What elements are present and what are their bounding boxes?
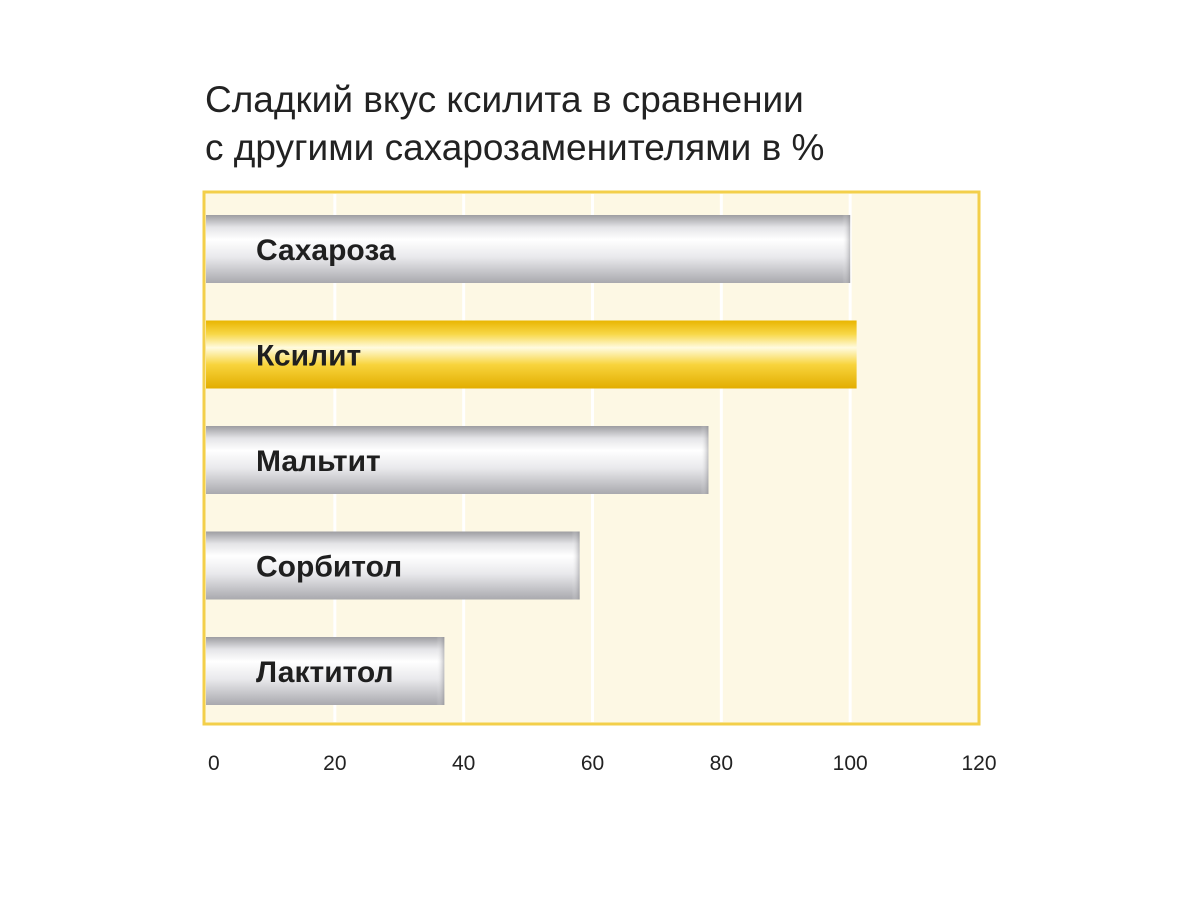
bar-edge-shade-5: [436, 637, 445, 705]
x-tick-label-120: 120: [961, 752, 996, 775]
bar-1: [206, 215, 851, 283]
bar-edge-shade-4: [571, 531, 580, 600]
x-axis-ticks: 0 20 40 60 80 100 120: [208, 752, 997, 775]
x-tick-label-0: 0: [208, 752, 220, 775]
bar-group-1: Сахароза: [206, 215, 851, 283]
chart-title-line-1: Сладкий вкус ксилита в сравнении: [205, 79, 804, 120]
bar-2: [206, 320, 857, 389]
bar-group-5: Лактитол: [206, 637, 445, 705]
bar-group-3: Мальтит: [206, 426, 709, 494]
x-tick-label-20: 20: [323, 752, 346, 775]
bar-edge-shade-1: [842, 215, 851, 283]
bar-5: [206, 637, 445, 705]
bars: Сахароза Ксилит Мальтит Сорбитол Лактитол: [206, 215, 857, 705]
bar-label-5: Лактитол: [256, 656, 394, 689]
bar-label-2: Ксилит: [256, 340, 361, 373]
bar-edge-shade-3: [700, 426, 709, 494]
bar-label-4: Сорбитол: [256, 551, 402, 584]
bar-group-2: Ксилит: [206, 320, 857, 389]
bar-3: [206, 426, 709, 494]
bar-label-3: Мальтит: [256, 445, 381, 478]
x-tick-label-100: 100: [833, 752, 868, 775]
x-tick-label-80: 80: [710, 752, 733, 775]
bar-group-4: Сорбитол: [206, 531, 580, 600]
x-tick-label-40: 40: [452, 752, 475, 775]
bar-4: [206, 531, 580, 600]
x-tick-label-60: 60: [581, 752, 604, 775]
chart-title: Сладкий вкус ксилита в сравнении с други…: [205, 76, 1105, 172]
bar-label-1: Сахароза: [256, 234, 396, 267]
chart-title-line-2: с другими сахарозаменителями в %: [205, 127, 825, 168]
